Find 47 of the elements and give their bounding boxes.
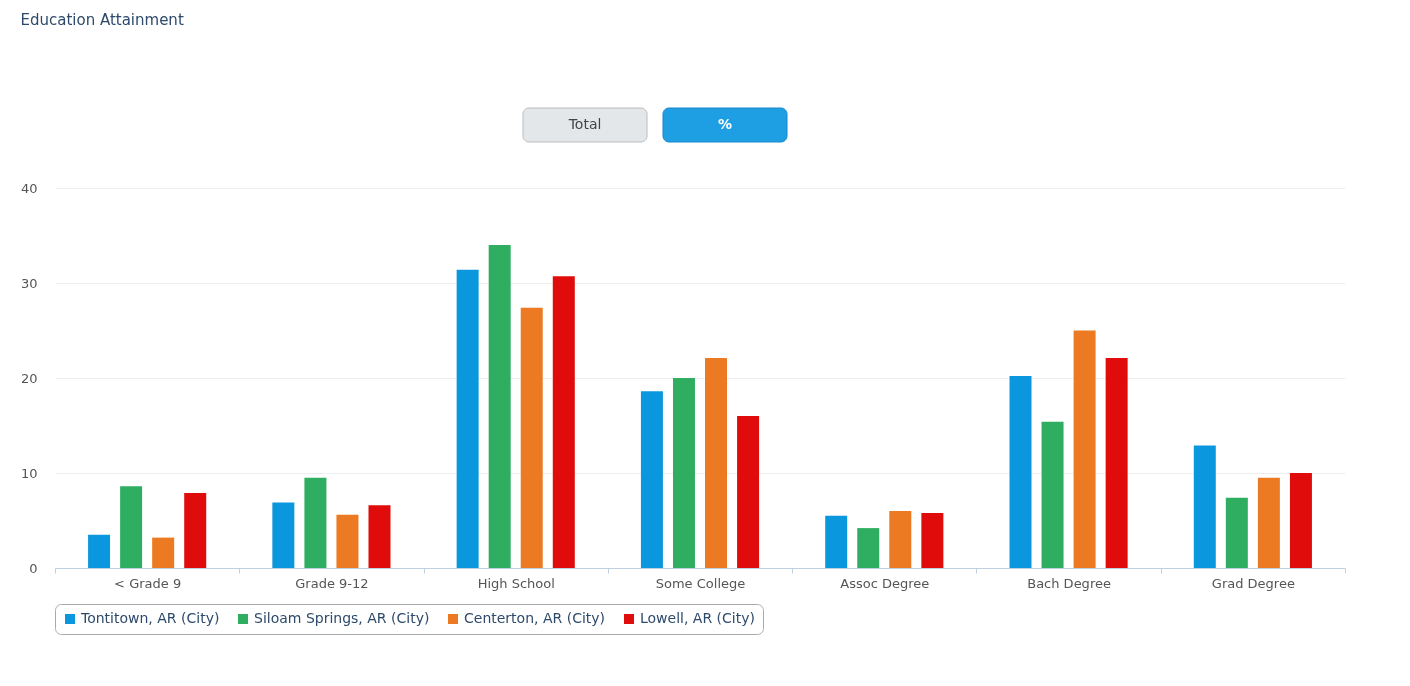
y-tick-label: 0	[29, 560, 38, 576]
bar	[152, 537, 175, 568]
y-tick-label: 40	[20, 180, 38, 196]
bar	[705, 358, 728, 568]
x-tick-label: Some College	[655, 575, 746, 591]
x-tick-label: Grad Degree	[1211, 575, 1295, 591]
bar	[825, 515, 848, 568]
bar	[488, 245, 511, 568]
bar	[520, 307, 543, 568]
y-tick-label: 10	[20, 465, 38, 481]
bar	[889, 511, 912, 568]
bar	[1289, 473, 1312, 568]
bar	[640, 391, 663, 568]
legend-label: Lowell, AR (City)	[640, 610, 755, 626]
legend-label: Tontitown, AR (City)	[80, 610, 220, 626]
text: Total	[567, 116, 602, 132]
bar	[336, 514, 359, 568]
bar	[737, 416, 760, 568]
bar	[120, 486, 143, 568]
x-tick-label: Assoc Degree	[840, 575, 930, 591]
x-tick-label: Grade 9-12	[295, 575, 369, 591]
bar	[552, 276, 575, 568]
bar	[304, 477, 327, 568]
legend-label: Centerton, AR (City)	[464, 610, 606, 626]
x-tick-label: Bach Degree	[1027, 575, 1111, 591]
y-tick-label: 20	[20, 370, 38, 386]
bar	[368, 505, 391, 568]
bar	[1041, 421, 1064, 568]
x-tick-label: High School	[477, 575, 555, 591]
y-tick-label: 30	[20, 275, 38, 291]
bar	[272, 502, 295, 568]
bar	[1193, 445, 1216, 568]
bar	[672, 378, 695, 568]
legend-label: Siloam Springs, AR (City)	[254, 610, 430, 626]
chart-title: Education Attainment	[20, 10, 184, 29]
bar	[1225, 497, 1248, 568]
bar	[1009, 376, 1032, 568]
text: %	[717, 116, 733, 132]
bar	[88, 534, 111, 568]
bar	[1073, 330, 1096, 568]
bar	[1105, 358, 1128, 568]
x-tick-label: < Grade 9	[114, 575, 182, 591]
bar	[184, 492, 207, 568]
bar	[921, 512, 944, 568]
bar	[456, 269, 479, 568]
bar	[857, 528, 880, 568]
bar	[1257, 477, 1280, 568]
